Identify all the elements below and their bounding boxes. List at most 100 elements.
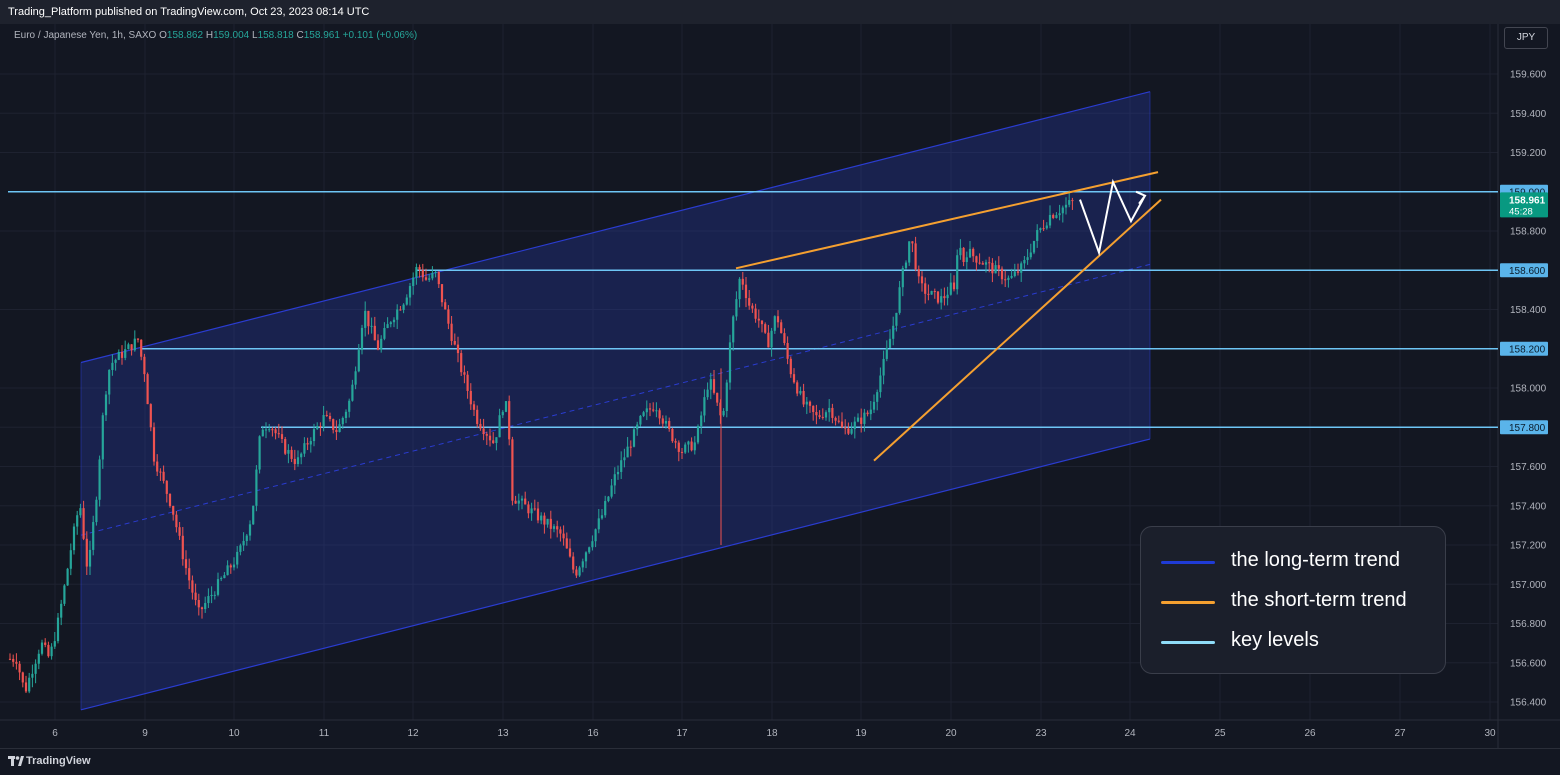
candle-up (594, 529, 597, 542)
candle-down (437, 271, 440, 285)
candle-up (53, 641, 56, 647)
candle-up (895, 312, 898, 326)
candle-down (508, 401, 511, 440)
time-axis[interactable]: 6 9 10 11 12 13 16 17 18 19 20 23 24 25 26 27 30 (52, 728, 1496, 739)
price-axis[interactable]: 159.600 159.400 159.200 158.800 158.400 158.0… (1500, 70, 1548, 709)
short-trend-upper-line (735, 171, 1159, 270)
candle-down (271, 429, 274, 431)
time-tick-label: 20 (945, 728, 957, 739)
candle-up (312, 429, 316, 442)
candle-up (264, 429, 268, 431)
legend-label: the short-term trend (1231, 589, 1407, 611)
price-tick-label: 159.600 (1510, 70, 1547, 81)
close-label: C (296, 30, 304, 41)
candle-down (764, 324, 767, 333)
candle-up (252, 505, 255, 525)
candle-up (402, 304, 405, 310)
symbol-name[interactable]: Euro / Japanese Yen, 1h, SAXO (14, 30, 157, 41)
candle-up (95, 499, 98, 523)
candle-up (338, 424, 341, 433)
candle-up (31, 673, 34, 678)
candle-down (456, 344, 460, 354)
candle-up (959, 247, 962, 256)
candle-down (165, 480, 168, 494)
candle-up (901, 268, 904, 288)
candle-down (181, 535, 184, 560)
candle-up (216, 579, 220, 595)
candle-up (1007, 277, 1010, 280)
candle-up (258, 436, 261, 470)
candle-down (399, 309, 402, 311)
candle-up (940, 296, 943, 303)
candle-down (120, 352, 124, 358)
candle-up (1061, 207, 1064, 214)
candle-down (565, 538, 568, 549)
candle-up (610, 485, 613, 497)
time-tick-label: 12 (407, 728, 419, 739)
candle-down (168, 493, 172, 506)
candle-down (808, 401, 812, 406)
candle-down (936, 291, 940, 303)
candle-up (588, 547, 591, 553)
time-tick-label: 6 (52, 728, 58, 739)
time-tick-label: 11 (319, 728, 330, 739)
candle-up (360, 327, 364, 351)
candle-up (364, 310, 367, 328)
channel-upper-line (80, 91, 1151, 364)
candle-down (472, 404, 476, 410)
candle-down (920, 276, 924, 284)
candle-up (428, 278, 431, 280)
time-tick-label: 13 (497, 728, 509, 739)
candle-down (191, 580, 194, 593)
tradingview-logo-icon[interactable] (8, 755, 24, 767)
candle-up (604, 501, 607, 516)
candle-up (501, 411, 504, 416)
candle-down (335, 429, 338, 433)
candle-down (440, 284, 444, 303)
candle-up (703, 397, 706, 416)
candle-down (911, 241, 914, 244)
candle-down (149, 404, 152, 428)
tradingview-logo-text[interactable]: TradingView (26, 755, 91, 767)
candle-up (309, 441, 312, 445)
candle-up (504, 401, 508, 412)
candle-up (69, 550, 72, 569)
candle-up (127, 344, 130, 350)
candle-up (98, 459, 101, 500)
candle-up (296, 457, 300, 465)
last-price-tag[interactable] (1500, 192, 1548, 218)
candle-down (844, 427, 847, 429)
candle-down (815, 411, 818, 416)
candle-down (802, 391, 805, 405)
candle-up (431, 272, 434, 279)
candle-down (453, 340, 456, 345)
price-tick-label: 158.800 (1510, 227, 1547, 238)
candle-up (1048, 214, 1052, 226)
candle-up (600, 515, 604, 519)
candle-up (1058, 213, 1061, 216)
candle-down (476, 409, 479, 424)
candle-up (111, 362, 114, 370)
candle-down (18, 663, 21, 673)
price-tick-label: 157.200 (1510, 541, 1547, 552)
candle-up (104, 394, 108, 416)
candle-down (373, 325, 376, 341)
candle-down (834, 417, 837, 421)
candle-up (725, 382, 728, 411)
price-tick-label: 156.800 (1510, 619, 1547, 630)
candle-up (876, 392, 879, 402)
candle-down (376, 340, 380, 350)
candle-down (1052, 214, 1055, 218)
candle-up (316, 426, 319, 430)
candle-up (66, 568, 69, 586)
candle-down (751, 305, 754, 309)
projection-zigzag (1079, 178, 1146, 257)
candle-down (24, 682, 28, 692)
currency-button[interactable]: JPY (1504, 27, 1548, 49)
candle-up (117, 352, 120, 360)
candle-up (552, 526, 556, 529)
candle-down (812, 405, 815, 412)
candle-up (626, 446, 629, 458)
candle-up (226, 565, 229, 576)
